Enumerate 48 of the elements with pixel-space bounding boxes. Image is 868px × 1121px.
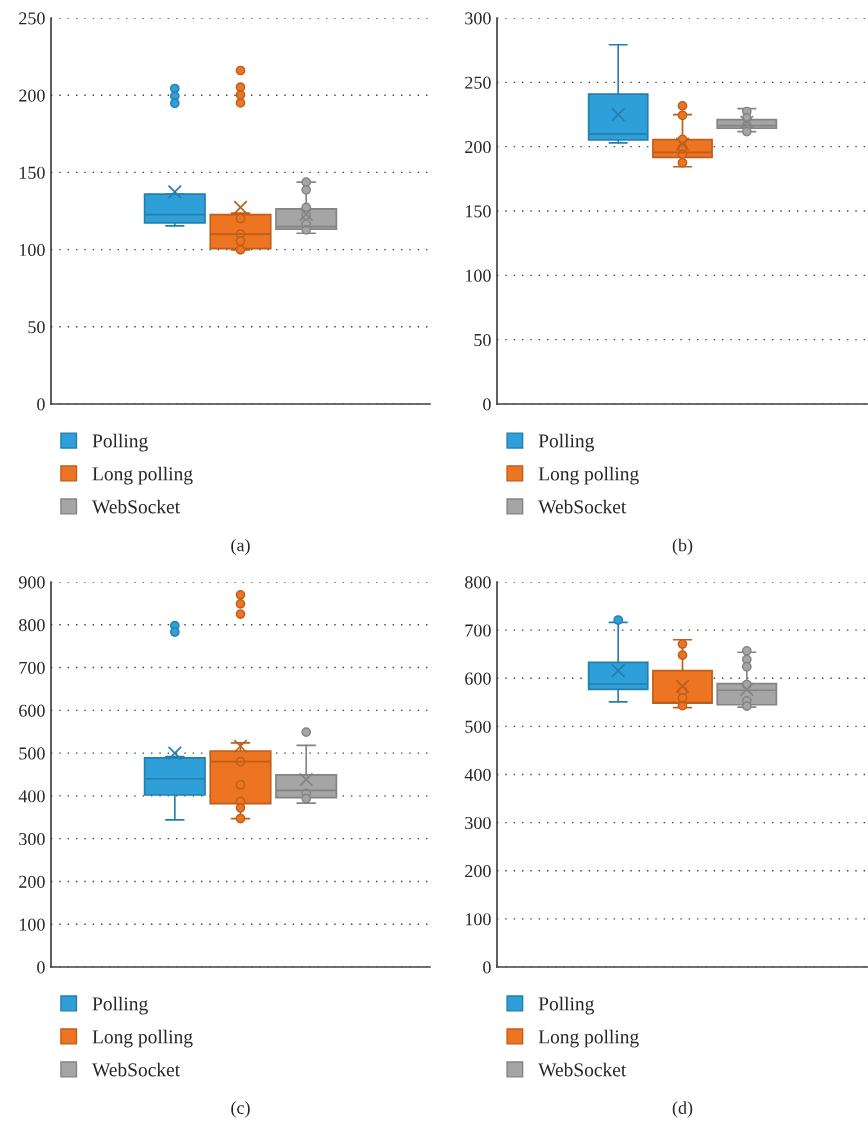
y-tick-label: 0 [37, 398, 45, 411]
y-tick-label: 400 [464, 768, 491, 781]
text: (c) [231, 1101, 250, 1118]
y-tick-label: 50 [28, 321, 45, 334]
y-tick-label: 0 [37, 961, 45, 974]
y-tick-label: 200 [465, 865, 491, 878]
y-tick-label: 800 [465, 576, 491, 589]
y-tick-label: 700 [465, 624, 491, 637]
legend-label: Polling [538, 996, 595, 1015]
y-tick-label: 800 [19, 619, 45, 632]
y-tick-label: 300 [465, 12, 491, 25]
y-tick-label: 250 [465, 76, 491, 89]
y-tick-label: 100 [465, 269, 491, 282]
y-tick-label: 50 [474, 333, 491, 347]
legend-label: WebSocket [92, 499, 180, 514]
y-tick-label: 500 [19, 747, 45, 760]
legend-label: Long polling [538, 1029, 639, 1048]
y-tick-label: 150 [19, 166, 45, 179]
y-tick-label: 500 [465, 720, 491, 733]
y-tick-label: 200 [465, 140, 491, 154]
y-tick-label: 600 [19, 704, 45, 717]
y-tick-label: 100 [19, 243, 45, 257]
y-tick-label: 300 [465, 816, 491, 830]
y-tick-label: 250 [19, 12, 45, 25]
y-tick-label: 150 [465, 205, 491, 218]
text: (b) [672, 538, 693, 556]
y-tick-label: 100 [465, 913, 491, 926]
legend-label: WebSocket [538, 499, 627, 514]
y-tick-label: 0 [483, 961, 491, 974]
y-tick-label: 100 [19, 918, 45, 931]
text: (d) [672, 1101, 693, 1118]
legend-label: WebSocket [92, 1062, 180, 1077]
y-tick-label: 900 [18, 576, 45, 589]
y-tick-label: 200 [19, 89, 45, 102]
y-tick-label: 0 [483, 398, 491, 411]
y-tick-label: 200 [19, 875, 45, 888]
legend-label: Long polling [92, 1029, 193, 1048]
y-tick-label: 600 [465, 672, 491, 685]
legend-label: Polling [92, 996, 148, 1015]
text: (a) [231, 538, 250, 556]
y-tick-label: 300 [19, 832, 45, 846]
legend-label: Polling [92, 433, 148, 452]
y-tick-label: 700 [19, 661, 45, 674]
legend-label: Long polling [538, 466, 639, 485]
legend-label: WebSocket [538, 1062, 627, 1077]
legend-label: Polling [538, 433, 595, 452]
y-tick-label: 400 [18, 790, 45, 803]
legend-label: Long polling [92, 466, 193, 485]
